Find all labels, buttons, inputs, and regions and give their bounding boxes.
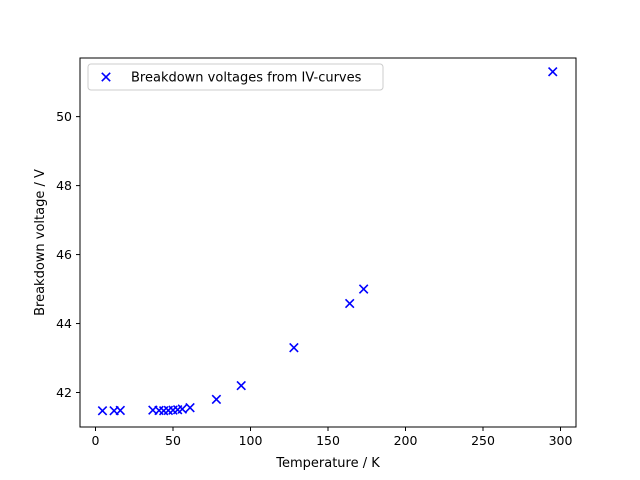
data-points xyxy=(97,67,558,416)
x-tick-label: 100 xyxy=(239,433,263,448)
data-point xyxy=(547,67,558,77)
legend-label: Breakdown voltages from IV-curves xyxy=(131,71,362,86)
data-point xyxy=(177,404,188,414)
data-point xyxy=(185,402,195,413)
y-tick-label: 50 xyxy=(56,109,72,124)
data-point xyxy=(211,394,222,405)
legend-box xyxy=(87,63,384,91)
data-point xyxy=(97,406,108,416)
data-point xyxy=(236,380,246,391)
legend-marker-x-icon xyxy=(101,72,111,82)
data-point xyxy=(358,284,369,294)
y-tick-label: 44 xyxy=(56,316,72,331)
legend: Breakdown voltages from IV-curves xyxy=(87,63,384,91)
x-axis-label: Temperature / K xyxy=(275,456,380,471)
legend-marker-cross xyxy=(101,72,111,82)
x-tick-label: 300 xyxy=(549,433,573,448)
y-axis-ticks: 42 44 46 48 50 xyxy=(56,109,80,400)
x-tick-label: 50 xyxy=(165,433,181,448)
x-tick-label: 0 xyxy=(92,433,100,448)
y-tick-label: 42 xyxy=(56,385,72,400)
data-point xyxy=(289,342,299,353)
data-point xyxy=(344,298,355,309)
y-axis-label: Breakdown voltage / V xyxy=(33,169,48,316)
y-tick-label: 46 xyxy=(56,247,72,262)
x-tick-label: 250 xyxy=(471,433,495,448)
y-tick-label: 48 xyxy=(56,178,72,193)
x-tick-label: 200 xyxy=(394,433,418,448)
x-tick-label: 150 xyxy=(316,433,340,448)
plot-frame xyxy=(79,57,577,428)
x-axis-ticks: 0 50 100 150 200 250 300 xyxy=(92,427,573,448)
data-point xyxy=(115,405,126,416)
